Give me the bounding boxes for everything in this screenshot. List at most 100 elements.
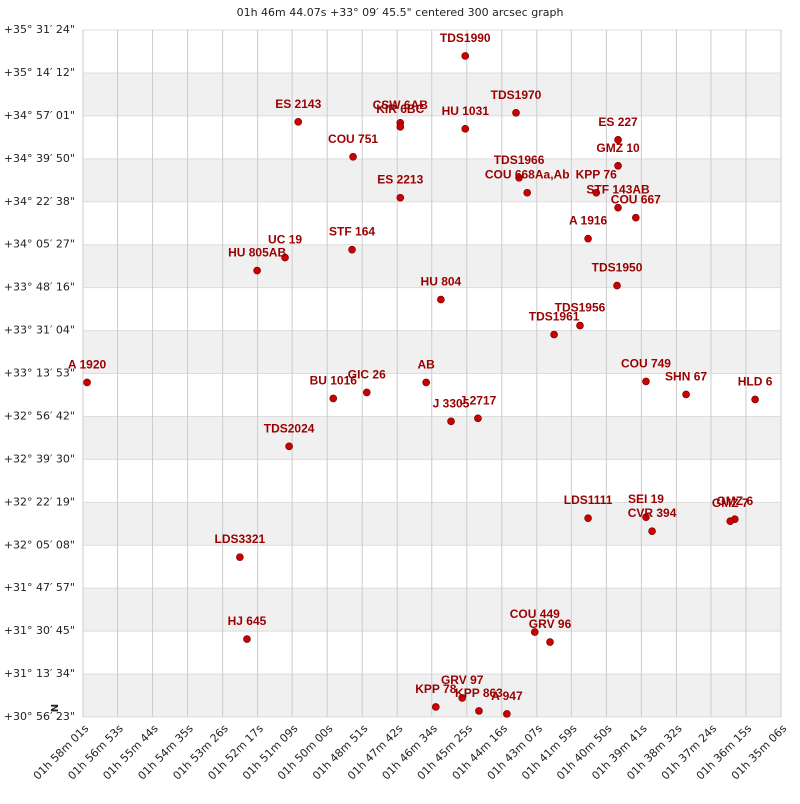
- star-point: [236, 553, 244, 561]
- star-label: GMZ 7: [712, 496, 749, 510]
- chart-title: 01h 46m 44.07s +33° 09′ 45.5" centered 3…: [237, 6, 564, 19]
- star-label: CVR 394: [628, 506, 677, 520]
- y-tick-label: +35° 14′ 12": [4, 66, 75, 79]
- star-point: [613, 281, 621, 290]
- star-label: KPP 76: [576, 168, 617, 182]
- star-label: HLD 6: [738, 374, 773, 388]
- star-point: [584, 234, 592, 243]
- star-point: [461, 52, 470, 60]
- star-label: GRV 97: [441, 673, 484, 687]
- y-tick-label: +32° 56′ 42": [4, 409, 75, 422]
- star-label: HU 805AB: [228, 246, 286, 260]
- star-label: COU 751: [328, 132, 378, 146]
- y-tick-label: +35° 31′ 24": [4, 23, 75, 36]
- star-point: [648, 527, 656, 535]
- star-point: [253, 266, 261, 275]
- star-label: STF 143AB: [586, 183, 650, 197]
- y-tick-label: +30° 56′ 23": [4, 710, 75, 723]
- star-point: [614, 203, 622, 212]
- star-point: [285, 442, 293, 451]
- star-point: [447, 417, 455, 426]
- star-label: TDS1961: [529, 310, 580, 324]
- star-point: [348, 245, 356, 254]
- star-point: [546, 638, 554, 646]
- star-label: KPP 863: [455, 686, 503, 700]
- star-label: GMZ 10: [596, 141, 640, 155]
- star-label: A 1920: [68, 357, 107, 371]
- y-tick-label: +31° 13′ 34": [4, 667, 75, 680]
- star-label: J 2717: [460, 393, 497, 407]
- star-label: TDS1966: [494, 153, 545, 167]
- star-label: COU 668Aa,Ab: [485, 168, 570, 182]
- star-label: KPP 78: [415, 682, 456, 696]
- star-label: HU 1031: [442, 104, 490, 118]
- star-label: CSW 6AB: [373, 98, 429, 112]
- star-point: [474, 414, 482, 423]
- star-label: LDS1111: [564, 493, 613, 507]
- star-point: [422, 378, 430, 387]
- star-label: TDS1950: [592, 261, 643, 275]
- star-point: [461, 125, 470, 133]
- y-tick-label: +32° 39′ 30": [4, 452, 75, 465]
- star-label: LDS3321: [215, 532, 266, 546]
- star-label: ES 2213: [377, 173, 423, 187]
- star-point: [576, 321, 584, 330]
- y-tick-label: +32° 05′ 08": [4, 538, 75, 551]
- y-tick-label: +31° 30′ 45": [4, 624, 75, 637]
- star-point: [396, 193, 405, 202]
- star-label: TDS1956: [555, 301, 606, 315]
- star-point: [432, 703, 440, 711]
- star-label: ES 227: [598, 115, 638, 129]
- star-label: J 3305: [433, 396, 470, 410]
- star-label: SHN 67: [665, 369, 707, 383]
- star-point: [458, 694, 467, 702]
- star-label: COU 667: [611, 193, 661, 207]
- y-tick-label: +34° 22′ 38": [4, 195, 75, 208]
- star-point: [362, 388, 371, 397]
- star-label: TDS1990: [440, 31, 491, 45]
- star-label: UC 19: [268, 233, 302, 247]
- star-point: [243, 635, 251, 643]
- star-point: [632, 213, 640, 222]
- y-tick-label: +32° 22′ 19": [4, 495, 75, 508]
- star-label: GIC 26: [348, 367, 386, 381]
- star-point: [682, 390, 690, 399]
- star-point: [294, 118, 303, 126]
- star-point: [475, 707, 483, 715]
- star-point: [751, 395, 759, 404]
- star-point: [281, 253, 289, 262]
- star-point: [530, 628, 539, 636]
- y-tick-label: +34° 57′ 01": [4, 109, 75, 122]
- star-label: KIR 6BC: [376, 102, 424, 116]
- star-label: GMZ 6: [716, 494, 753, 508]
- star-label: HU 804: [421, 275, 462, 289]
- y-tick-label: +33° 31′ 04": [4, 324, 75, 337]
- star-point: [515, 173, 523, 182]
- star-point: [726, 517, 735, 525]
- star-label: AB: [417, 357, 435, 371]
- star-point: [592, 188, 601, 197]
- star-label: TDS2024: [264, 421, 315, 435]
- star-point: [512, 109, 520, 117]
- star-point: [396, 123, 405, 131]
- star-point: [642, 377, 650, 386]
- star-point: [503, 710, 511, 718]
- star-point: [349, 152, 357, 161]
- y-tick-label: +33° 13′ 53": [4, 367, 75, 380]
- y-tick-label: +33° 48′ 16": [4, 281, 75, 294]
- star-point: [83, 378, 91, 387]
- star-point: [642, 513, 650, 521]
- star-point: [329, 394, 338, 403]
- star-label: GRV 96: [529, 617, 572, 631]
- star-label: SEI 19: [628, 492, 664, 506]
- star-point: [614, 161, 622, 170]
- star-label: STF 164: [329, 225, 375, 239]
- star-label: ES 2143: [275, 97, 321, 111]
- star-point: [614, 136, 622, 144]
- compass-label: N: [50, 704, 61, 712]
- star-label: COU 749: [621, 356, 671, 370]
- star-point: [584, 514, 592, 522]
- star-point: [437, 295, 445, 304]
- star-label: COU 449: [510, 607, 560, 621]
- star-point: [523, 188, 531, 197]
